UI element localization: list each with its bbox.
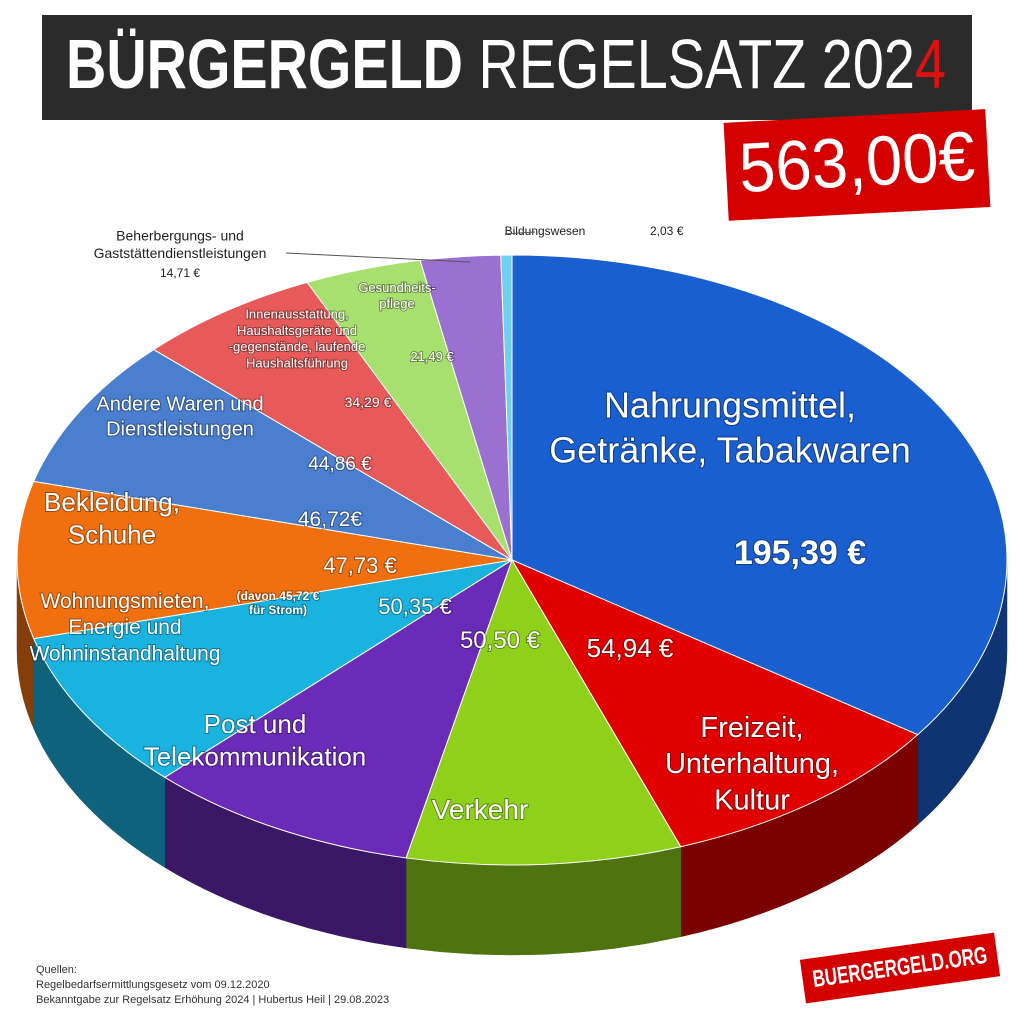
category-label: Post und Telekommunikation (144, 709, 367, 772)
slice (510, 558, 919, 848)
slice (511, 254, 1008, 736)
leader-line (285, 252, 471, 263)
chart-title: BÜRGERGELD REGELSATZ 2024 (66, 25, 946, 103)
value-label: 14,71 € (160, 266, 200, 280)
slice (16, 480, 513, 640)
total-label: 563,00€ (737, 117, 977, 207)
value-label: 46,72€ (298, 508, 363, 531)
source-line: Regelbedarfsermittlungsgesetz vom 09.12.… (36, 979, 270, 991)
annotation: (davon 45,72 € für Strom) (237, 589, 320, 617)
total-box (723, 109, 991, 221)
category-label: Nahrungsmittel, Getränke, Tabakwaren (549, 384, 911, 470)
slice (32, 559, 513, 778)
title-bar (42, 15, 972, 120)
category-label: Wohnungsmieten, Energie und Wohninstandhal… (29, 589, 220, 665)
slice (163, 558, 513, 859)
value-label: 47,73 € (323, 553, 396, 578)
value-label: 50,35 € (378, 594, 451, 619)
logo-badge: BUERGERGELD.ORG (799, 932, 1001, 1004)
value-label: 44,86 € (308, 454, 372, 475)
total-badge: 563,00€ (723, 109, 991, 221)
category-label: Freizeit, Unterhaltung, Kultur (665, 711, 839, 816)
category-label: Andere Waren und Dienstleistungen (96, 394, 263, 441)
value-label: 54,94 € (587, 633, 674, 663)
category-label: Gesundheits-pflege (358, 280, 435, 311)
category-label: Beherbergungs- und Gaststättendienstleist… (94, 227, 267, 261)
category-label: Bildungswesen (505, 224, 586, 238)
slice (405, 558, 682, 866)
value-label: 50,50 € (460, 627, 541, 654)
category-label: Innenausstattung, Haushaltsgeräte und -geg… (229, 307, 366, 371)
value-label: 21,49 € (410, 349, 454, 364)
slice (500, 254, 513, 561)
category-label: Bekleidung, Schuhe (44, 487, 180, 550)
value-label: 34,29 € (345, 394, 392, 410)
pie-sides (16, 559, 1008, 956)
slice (152, 281, 513, 561)
logo-box (799, 932, 1001, 1004)
source-line: Bekanntgabe zur Regelsatz Erhöhung 2024 … (36, 994, 389, 1006)
slice (33, 348, 513, 561)
leader-line (504, 231, 536, 235)
value-label: 195,39 € (734, 534, 866, 572)
value-label: 2,03 € (650, 224, 684, 238)
category-label: Verkehr (432, 794, 529, 825)
source-line: Quellen: (36, 964, 77, 976)
